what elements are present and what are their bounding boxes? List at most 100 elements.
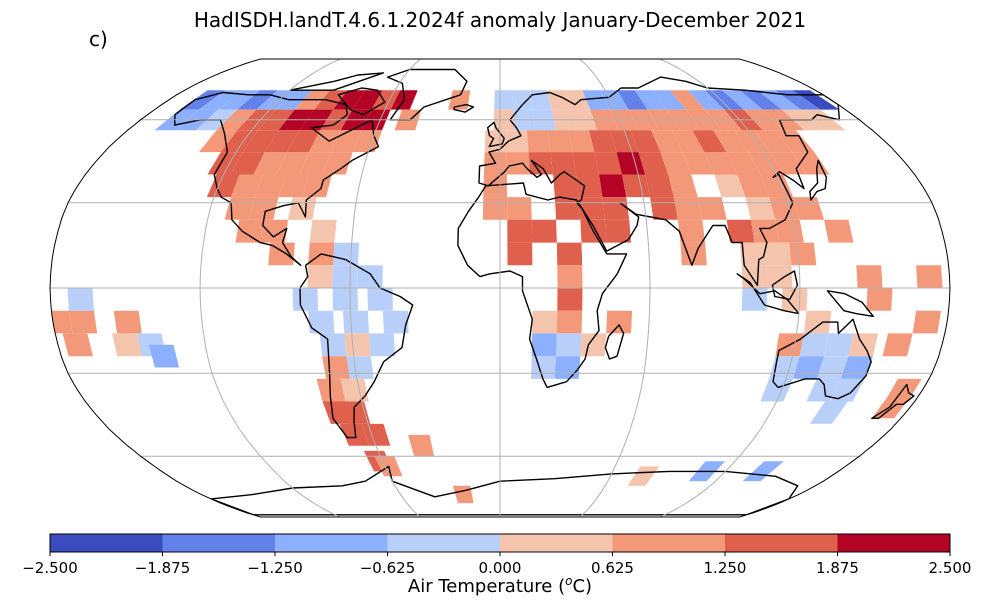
anomaly-cell — [322, 356, 350, 379]
anomaly-cell — [253, 152, 287, 175]
anomaly-cell — [599, 90, 629, 110]
colorbar-tick-label: 1.875 — [816, 559, 859, 577]
anomaly-cell — [333, 90, 366, 110]
anomaly-cell — [556, 242, 583, 266]
colorbar-tick-label: 0.625 — [591, 559, 634, 577]
anomaly-cell — [668, 174, 698, 198]
anomaly-cell — [677, 219, 706, 243]
anomaly-cell — [916, 265, 943, 288]
colorbar-tick-label: 2.500 — [929, 559, 972, 577]
anomaly-cell — [564, 90, 591, 110]
anomaly-cell — [550, 152, 576, 175]
anomaly-cell — [722, 90, 763, 110]
anomaly-cell — [680, 242, 707, 266]
coastline-new-zealand — [871, 383, 915, 419]
anomaly-cell — [557, 265, 583, 288]
anomaly-cell — [494, 90, 514, 110]
anomaly-cell — [692, 130, 727, 153]
anomaly-cell — [609, 130, 639, 153]
anomaly-cell — [307, 265, 334, 288]
anomaly-cell — [220, 130, 258, 153]
anomaly-cell — [286, 130, 320, 153]
anomaly-cell — [299, 152, 331, 175]
coastline-madagascar — [604, 324, 625, 360]
anomaly-cell — [733, 130, 771, 153]
anomaly-cell — [764, 242, 792, 266]
anomaly-cell — [319, 333, 347, 357]
anomaly-cell — [766, 265, 793, 288]
anomaly-cell — [652, 90, 687, 110]
anomaly-cell — [697, 197, 727, 220]
colorbar: −2.500 −1.875 −1.250 −0.625 0.000 0.625 1.250 1… — [22, 533, 972, 577]
anomaly-cell — [332, 265, 358, 288]
coastline-uk — [487, 121, 505, 148]
panel-label: c) — [89, 27, 108, 51]
anomaly-cell — [687, 90, 725, 110]
anomaly-cell — [669, 90, 706, 110]
anomaly-cell — [361, 423, 391, 446]
anomaly-cell — [770, 152, 807, 175]
anomaly-cell — [112, 333, 142, 357]
anomaly-cell — [671, 130, 705, 153]
coastline-africa — [457, 182, 628, 389]
anomaly-cell — [829, 378, 865, 402]
colorbar-segment — [50, 534, 163, 552]
anomaly-cell — [617, 90, 648, 110]
graticule-meridian — [199, 59, 341, 517]
anomaly-cell — [507, 197, 532, 220]
anomaly-cell — [556, 310, 583, 334]
anomaly-cell — [594, 152, 623, 175]
colorbar-segment — [275, 534, 388, 552]
anomaly-cell — [739, 90, 782, 110]
anomaly-cell — [760, 174, 794, 198]
anomaly-cell — [704, 90, 744, 110]
coastline-japan — [809, 159, 828, 201]
anomaly-cell — [572, 152, 600, 175]
anomaly-cell — [582, 90, 610, 110]
anomaly-cell — [50, 310, 73, 334]
anomaly-cell — [482, 197, 508, 220]
coastline-borneo — [771, 270, 799, 301]
anomaly-cell — [309, 219, 337, 243]
anomaly-cell — [556, 333, 582, 357]
anomaly-cell — [912, 310, 941, 334]
anomaly-cell — [339, 423, 370, 446]
anomaly-cell — [760, 378, 794, 402]
map-boundary — [49, 58, 951, 518]
anomaly-cell — [606, 310, 633, 334]
anomaly-cell — [673, 197, 703, 220]
anomaly-cell — [824, 333, 854, 357]
anomaly-cell — [741, 265, 768, 288]
anomaly-cell — [308, 130, 341, 153]
anomaly-cell — [260, 219, 288, 243]
anomaly-cell — [634, 90, 667, 110]
anomaly-cell — [553, 174, 579, 198]
colorbar-segment — [162, 534, 275, 552]
anomaly-cell — [352, 130, 382, 153]
anomaly-cell — [682, 152, 715, 175]
anomaly-cell — [757, 90, 802, 110]
anomaly-cell — [754, 130, 793, 153]
graticule-meridian — [579, 59, 651, 517]
colorbar-segment — [837, 534, 950, 552]
colorbar-segment — [612, 534, 725, 552]
colorbar-tick-label: 1.250 — [704, 559, 747, 577]
coastline-eurasia — [478, 76, 841, 286]
anomaly-cell — [62, 333, 93, 357]
anomaly-cell — [751, 219, 780, 243]
anomaly-cell — [333, 242, 360, 266]
anomaly-cell — [748, 152, 784, 175]
anomaly-cell — [630, 130, 661, 153]
anomaly-cell — [557, 288, 583, 311]
anomaly-cell — [599, 174, 627, 198]
anomaly-cell — [352, 90, 383, 110]
anomaly-cell — [67, 288, 94, 311]
anomaly-cell — [256, 90, 296, 110]
anomaly-cell — [602, 197, 630, 220]
anomaly-cell — [554, 356, 581, 379]
anomaly-cell — [526, 130, 551, 153]
anomaly-cell — [344, 333, 371, 357]
coastline-greenland — [386, 68, 468, 121]
anomaly-cell — [369, 333, 396, 357]
colorbar-tick-label: 0.000 — [479, 559, 522, 577]
